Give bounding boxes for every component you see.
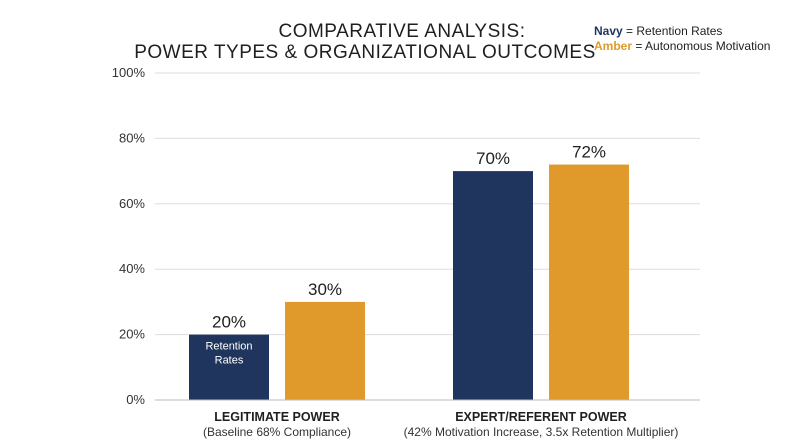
legend: Navy = Retention Rates Amber = Autonomou… — [594, 24, 770, 54]
chart-title-line-1: COMPARATIVE ANALYSIS: — [278, 21, 525, 42]
legend-item-navy: Navy = Retention Rates — [594, 24, 770, 39]
legend-key-navy: Navy — [594, 24, 623, 38]
y-tick-label: 80% — [119, 130, 145, 145]
category-label: LEGITIMATE POWER — [214, 410, 339, 424]
bar-value-label: 20% — [212, 313, 246, 332]
category-sublabel: (Baseline 68% Compliance) — [203, 425, 351, 439]
bar — [453, 171, 533, 400]
y-tick-label: 0% — [126, 392, 145, 407]
legend-item-amber: Amber = Autonomous Motivation — [594, 39, 770, 54]
legend-key-amber: Amber — [594, 39, 633, 53]
y-tick-label: 100% — [112, 65, 146, 80]
category-label: EXPERT/REFERENT POWER — [455, 410, 627, 424]
y-tick-label: 60% — [119, 196, 145, 211]
y-tick-label: 40% — [119, 261, 145, 276]
bar — [285, 301, 365, 400]
chart-title-line-2: POWER TYPES & ORGANIZATIONAL OUTCOMES — [134, 42, 596, 63]
bar-inner-label: Retention — [205, 341, 252, 353]
y-axis: 0% 20% 40% 60% 80% 100% — [112, 65, 146, 407]
bar-value-label: 70% — [476, 149, 510, 168]
legend-text-amber: = Autonomous Motivation — [635, 39, 771, 53]
bar — [549, 164, 629, 400]
value-labels: 20% Retention Rates 30% 70% 72% — [205, 143, 606, 367]
category-labels: LEGITIMATE POWER(Baseline 68% Compliance… — [203, 410, 678, 439]
legend-text-navy: = Retention Rates — [626, 24, 723, 38]
bar-value-label: 72% — [572, 143, 606, 162]
bar-inner-label: Rates — [215, 355, 244, 367]
bars — [189, 164, 629, 400]
category-sublabel: (42% Motivation Increase, 3.5x Retention… — [404, 425, 679, 439]
bar-value-label: 30% — [308, 280, 342, 299]
bar — [189, 334, 269, 400]
y-tick-label: 20% — [119, 327, 145, 342]
